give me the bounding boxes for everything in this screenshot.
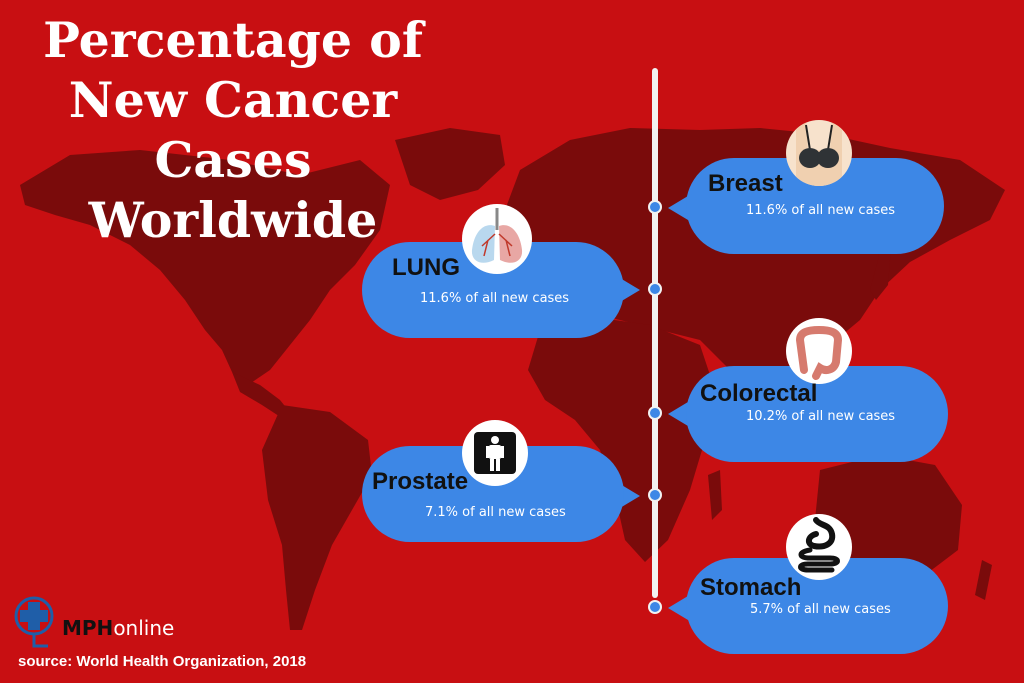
card-percent-stomach: 5.7% of all new cases <box>750 602 891 617</box>
timeline-dot-lung <box>648 282 662 296</box>
card-name-prostate: Prostate <box>372 468 469 495</box>
card-percent-lung: 11.6% of all new cases <box>420 291 570 306</box>
bubble-pointer <box>668 196 688 220</box>
card-percent-prostate: 7.1% of all new cases <box>425 505 566 520</box>
medical-cross-logo-icon <box>14 596 54 648</box>
brand-part-online: online <box>113 616 175 640</box>
timeline-dot-colorectal <box>648 406 662 420</box>
title-line-4: Worldwide <box>88 191 378 249</box>
title-line-2: New Cancer <box>68 71 398 129</box>
colon-icon <box>786 318 852 384</box>
card-name-stomach: Stomach <box>700 574 802 601</box>
bubble-pointer <box>620 278 640 302</box>
stomach-icon <box>786 514 852 580</box>
breast-icon <box>786 120 852 186</box>
male-figure-icon <box>462 420 528 486</box>
brand-name: MPHonline <box>62 616 174 640</box>
brand-part-mph: MPH <box>62 616 114 640</box>
lungs-icon <box>462 204 532 274</box>
card-percent-colorectal: 10.2% of all new cases <box>746 409 896 424</box>
title-line-3: Cases <box>154 131 312 189</box>
card-name-colorectal: Colorectal <box>700 380 818 407</box>
card-percent-breast: 11.6% of all new cases <box>746 203 896 218</box>
timeline-dot-breast <box>648 200 662 214</box>
source-citation: source: World Health Organization, 2018 <box>18 653 307 670</box>
bubble-pointer <box>620 484 640 508</box>
title-line-1: Percentage of <box>43 11 423 69</box>
bubble-pointer <box>668 596 688 620</box>
page-title: Percentage of New Cancer Cases Worldwide <box>18 10 448 250</box>
bubble-pointer <box>668 402 688 426</box>
card-name-lung: LUNG <box>392 254 460 281</box>
timeline-dot-stomach <box>648 600 662 614</box>
timeline-dot-prostate <box>648 488 662 502</box>
timeline-line <box>652 68 658 598</box>
card-name-breast: Breast <box>708 170 783 197</box>
